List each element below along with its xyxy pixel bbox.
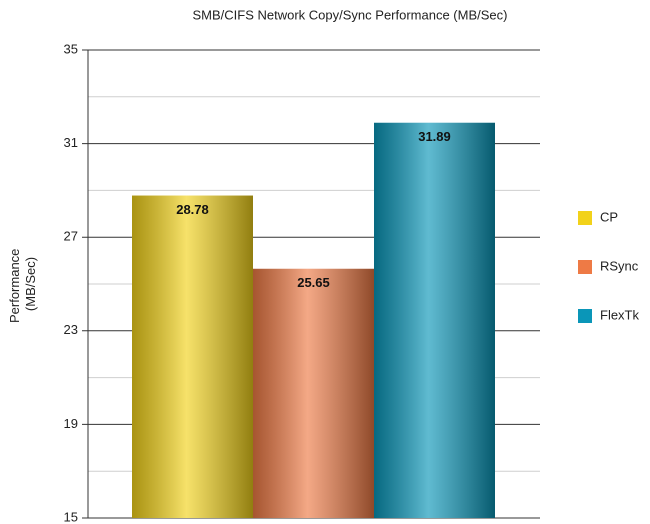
legend-swatch — [578, 260, 592, 274]
legend-label: FlexTk — [600, 307, 640, 322]
y-tick-label: 19 — [64, 416, 78, 431]
y-tick-label: 31 — [64, 135, 78, 150]
value-label: 31.89 — [418, 129, 451, 144]
y-tick-label: 35 — [64, 41, 78, 56]
bar-shade — [374, 122, 495, 519]
y-tick-label: 23 — [64, 322, 78, 337]
y-axis-label-line: (MB/Sec) — [23, 257, 38, 311]
y-tick-label: 27 — [64, 229, 78, 244]
y-axis-label: Performance (MB/Sec) — [7, 245, 38, 323]
legend-swatch — [578, 211, 592, 225]
legend-label: RSync — [600, 258, 639, 273]
bar-shade — [132, 195, 253, 518]
y-axis-label-line: Performance — [7, 249, 22, 323]
value-label: 28.78 — [176, 202, 209, 217]
legend-label: CP — [600, 209, 618, 224]
y-tick-label: 15 — [64, 509, 78, 524]
value-label: 25.65 — [297, 275, 330, 290]
chart-title: SMB/CIFS Network Copy/Sync Performance (… — [193, 7, 508, 22]
bar-shade — [253, 268, 374, 518]
legend-swatch — [578, 309, 592, 323]
